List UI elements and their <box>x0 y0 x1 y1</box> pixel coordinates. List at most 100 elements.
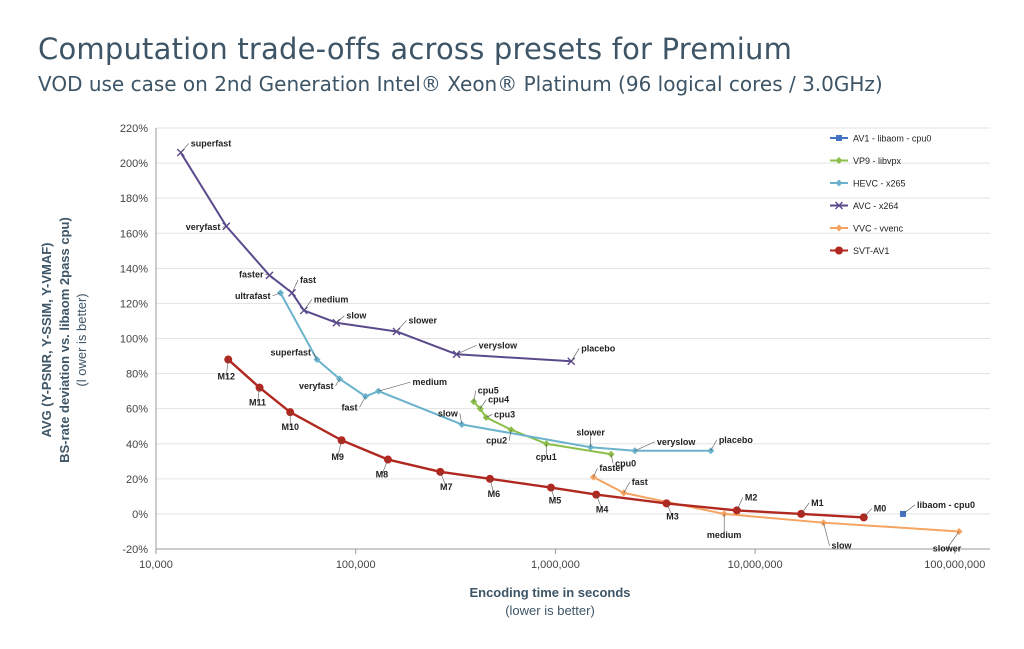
point-label: M0 <box>874 503 887 513</box>
y-tick-label: 80% <box>126 369 148 381</box>
point-label: medium <box>707 530 742 540</box>
label-leader <box>489 478 495 494</box>
y-tick-label: 20% <box>126 474 148 486</box>
point-label: medium <box>314 294 349 304</box>
label-leader <box>902 504 916 515</box>
y-axis-title-line-3: (l ower is better) <box>74 293 89 386</box>
label-leader <box>823 522 830 546</box>
y-tick-label: 100% <box>120 334 148 346</box>
point-label: M8 <box>376 470 389 480</box>
label-leader <box>610 454 614 464</box>
point-label: M10 <box>281 422 299 432</box>
y-tick-label: 0% <box>132 509 148 521</box>
point-label: M7 <box>440 482 453 492</box>
y-tick-labels: -20% 0% 20% 40% 60% 80% 100% 120% 140% 160% 180% 20… <box>120 123 148 556</box>
data-point <box>265 271 274 280</box>
label-leader <box>710 439 718 451</box>
label-leader <box>272 292 281 297</box>
legend-label: VP9 - libvpx <box>853 156 902 166</box>
point-label: fast <box>632 477 648 487</box>
series-line <box>279 292 711 452</box>
label-leader <box>486 414 493 418</box>
x-tick-label: 10,000 <box>139 559 173 571</box>
label-leader <box>550 487 556 501</box>
point-label: veryfast <box>299 381 334 391</box>
point-label: M12 <box>217 372 235 382</box>
label-leader <box>459 413 463 425</box>
point-label: cpu5 <box>478 386 499 396</box>
y-axis-title-line-2: BS-rate deviation vs. libaom 2pass cpu) <box>57 217 72 463</box>
point-label: veryslow <box>657 437 697 447</box>
point-label: libaom - cpu0 <box>917 500 975 510</box>
point-label: M4 <box>596 505 609 515</box>
point-label: cpu3 <box>494 409 515 419</box>
point-label: placebo <box>719 435 754 445</box>
point-label: slow <box>438 408 459 418</box>
label-leader <box>439 471 447 487</box>
point-label: superfast <box>270 348 311 358</box>
series-line <box>592 476 960 533</box>
label-leader <box>336 315 345 323</box>
label-leader <box>570 348 580 362</box>
y-tick-label: 220% <box>120 123 148 135</box>
point-label: M6 <box>488 489 501 499</box>
point-label: slower <box>933 543 962 553</box>
label-leader <box>378 381 411 392</box>
point-label: faster <box>239 269 264 279</box>
y-axis-title-line-1: AVG (Y-PSNR, Y-SSIM, Y-VMAF) <box>39 242 54 437</box>
legend-label: HEVC - x265 <box>853 179 906 189</box>
label-leader <box>508 429 512 441</box>
label-leader <box>479 399 487 409</box>
point-label: M1 <box>811 498 824 508</box>
point-label: veryslow <box>479 340 519 350</box>
label-leader <box>359 396 366 408</box>
label-leader <box>456 345 477 355</box>
point-label: medium <box>412 377 447 387</box>
legend-marker <box>836 135 842 141</box>
chart-title: Computation trade-offs across presets fo… <box>38 32 793 66</box>
legend-label: VVC - vvenc <box>853 224 904 234</box>
legend-label: AV1 - libaom - cpu0 <box>853 134 931 144</box>
point-label: faster <box>599 463 624 473</box>
point-label: cpu0 <box>615 458 636 468</box>
label-leader <box>473 390 477 402</box>
point-label: ultrafast <box>235 291 271 301</box>
point-label: M9 <box>331 452 344 462</box>
axes <box>155 128 990 554</box>
x-tick-label: 100,000,000 <box>924 559 985 571</box>
label-leader <box>634 441 656 452</box>
label-leader <box>666 503 673 517</box>
y-tick-label: 140% <box>120 263 148 275</box>
point-label: cpu1 <box>536 452 557 462</box>
y-tick-label: 200% <box>120 158 148 170</box>
y-tick-label: 40% <box>126 439 148 451</box>
data-point <box>288 288 297 297</box>
label-leader <box>736 497 744 511</box>
label-leader <box>593 467 598 478</box>
label-leader <box>335 378 340 386</box>
point-label: fast <box>342 402 358 412</box>
label-leader <box>225 359 229 377</box>
y-tick-label: -20% <box>122 544 148 556</box>
label-leader <box>303 299 313 311</box>
label-leader <box>222 225 227 228</box>
point-label: slower <box>576 427 605 437</box>
legend-marker <box>835 201 843 210</box>
label-leader <box>312 352 318 360</box>
label-leader <box>257 387 260 403</box>
label-leader <box>800 502 810 515</box>
data-point <box>452 350 461 359</box>
point-label: slow <box>346 311 367 321</box>
label-leader <box>396 320 407 332</box>
point-label: M2 <box>745 492 758 502</box>
y-tick-label: 180% <box>120 193 148 205</box>
grid-lines <box>156 127 990 550</box>
legend-marker <box>835 246 843 255</box>
legend-marker <box>835 179 843 187</box>
y-tick-label: 160% <box>120 228 148 240</box>
x-tick-labels: 10,000 100,000 1,000,000 10,000,000 100,000,… <box>139 559 985 571</box>
legend-label: AVC - x264 <box>853 201 898 211</box>
label-leader <box>381 459 389 475</box>
